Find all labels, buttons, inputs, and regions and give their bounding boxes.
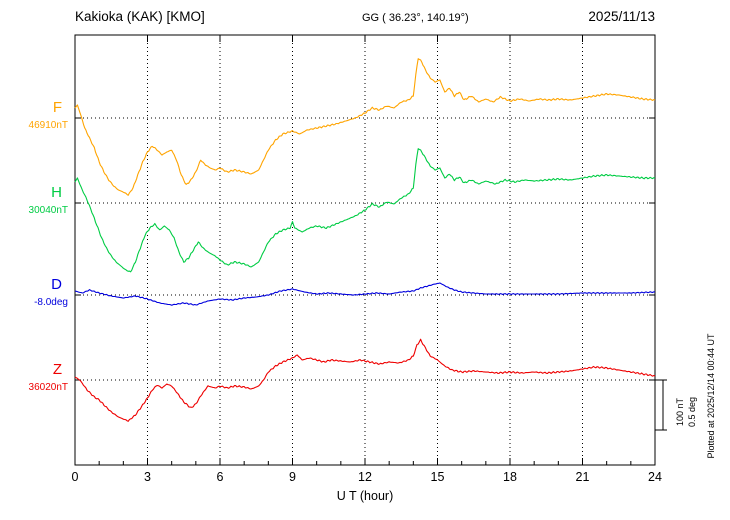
series-baseline-value-H: 30040nT [28,205,68,216]
plotted-timestamp: Plotted at 2025/12/14 00:44 UT [706,333,716,459]
x-axis-label: U T (hour) [336,489,394,503]
trace-H [74,148,656,273]
gg-coordinates: GG ( 36.23°, 140.19°) [362,12,469,24]
series-label-F: F [52,99,62,116]
x-tick-label-15: 15 [430,470,445,484]
x-tick-label-9: 9 [289,470,296,484]
scale-deg-label: 0.5 deg [687,396,697,428]
station-title: Kakioka (KAK) [KMO] [75,9,205,24]
trace-D [74,282,656,306]
plot-date: 2025/11/13 [588,9,655,24]
series-baseline-value-D: -8.0deg [34,297,68,308]
amplitude-scale-label: 100 nT 0.5 deg [674,382,698,442]
x-tick-label-24: 24 [648,470,662,484]
x-tick-label-0: 0 [71,470,79,484]
series-label-Z: Z [52,361,62,378]
trace-F [74,58,656,196]
trace-Z [74,338,656,422]
scale-nt-label: 100 nT [675,397,685,427]
x-tick-label-3: 3 [144,470,151,484]
series-baseline-value-Z: 36020nT [28,382,68,393]
x-tick-label-18: 18 [503,470,517,484]
x-tick-label-6: 6 [216,470,224,484]
series-label-D: D [51,276,62,293]
x-tick-label-12: 12 [358,470,372,484]
series-baseline-value-F: 46910nT [28,120,68,131]
x-tick-label-21: 21 [575,470,590,484]
series-label-H: H [51,184,62,201]
